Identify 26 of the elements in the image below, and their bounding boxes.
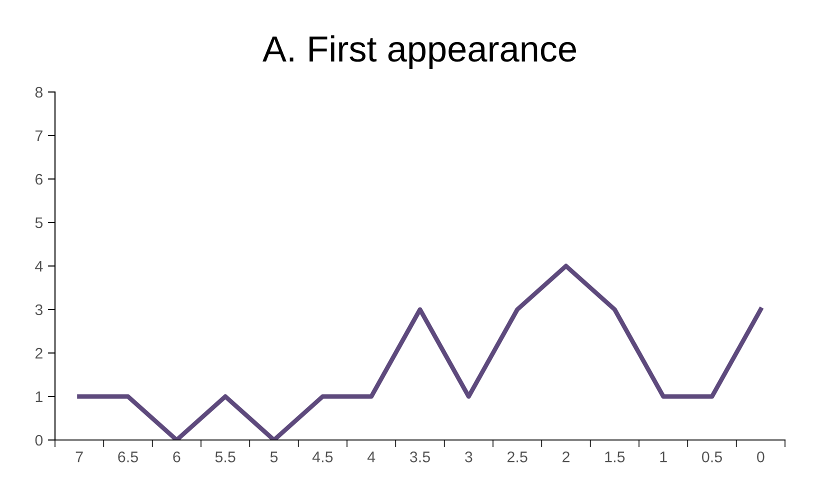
y-tick-label: 8: [35, 86, 43, 98]
y-tick-label: 0: [35, 434, 43, 446]
y-tick-label: 6: [35, 174, 43, 185]
x-tick-label: 6: [173, 452, 180, 462]
x-tick-label: 0: [757, 452, 764, 462]
line-series: [77, 264, 763, 440]
y-tick-label: 4: [35, 261, 43, 272]
x-tick-label: 2.5: [507, 452, 528, 462]
y-tick-label: 3: [35, 304, 43, 316]
x-tick-label: 7: [76, 452, 83, 462]
x-tick-label: 1: [660, 452, 667, 462]
y-tick-label: 5: [35, 218, 43, 228]
x-tick-label: 3: [465, 452, 472, 462]
y-tick-label: 2: [35, 348, 42, 359]
y-tick-label: 1: [36, 392, 42, 402]
x-tick-label: 5: [270, 452, 278, 462]
x-tick-label: 4: [367, 452, 376, 462]
x-tick-label: 0.5: [702, 452, 722, 462]
x-tick-label: 3.5: [410, 452, 430, 462]
chart-title: A. First appearance: [262, 35, 576, 69]
x-tick-label: 6.5: [118, 452, 138, 462]
y-tick-label: 7: [35, 130, 42, 142]
x-tick-label: 4.5: [312, 452, 333, 462]
x-tick-label: 5.5: [215, 452, 236, 462]
x-tick-label: 2: [562, 452, 570, 462]
x-tick-label: 1.5: [605, 452, 625, 462]
